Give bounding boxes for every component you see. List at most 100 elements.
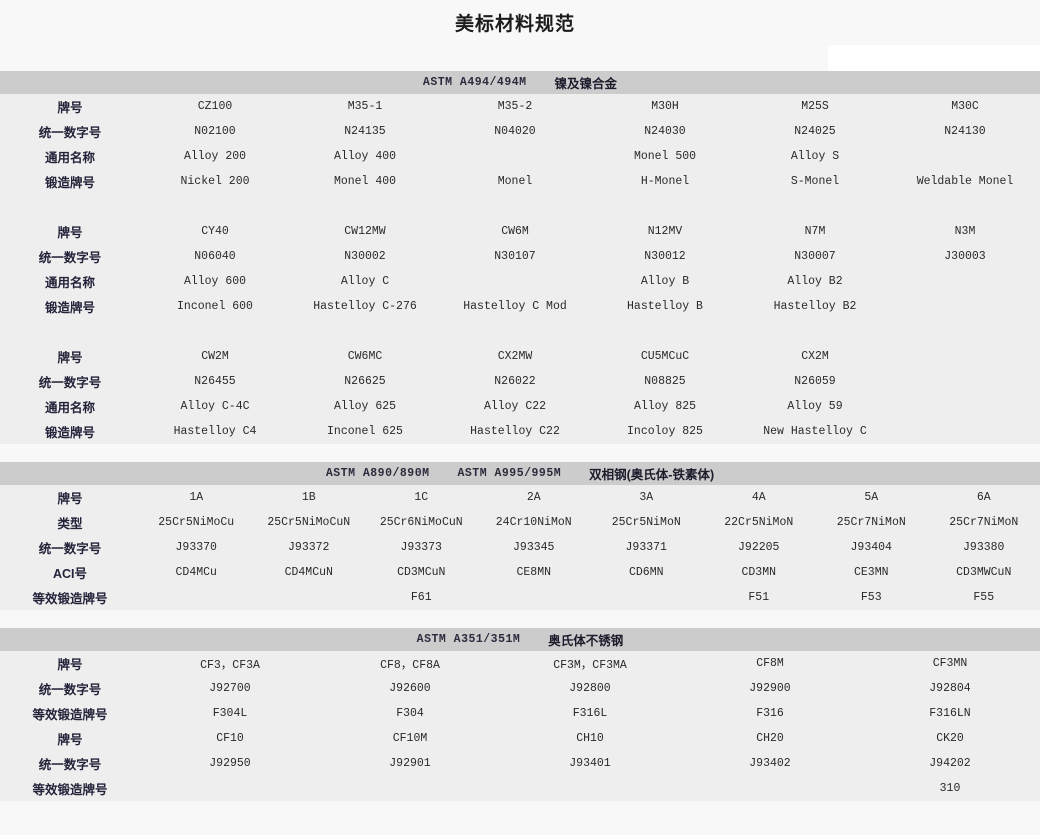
- table-cell: F304L: [212, 707, 248, 720]
- table-cell: N02100: [194, 125, 236, 138]
- table-cell: CF3M，CF3MA: [553, 658, 627, 672]
- table-cell: Alloy 625: [333, 400, 397, 413]
- table-cell: CD3MWCuN: [956, 566, 1012, 579]
- table-cell: [500, 776, 680, 801]
- table-cell: [440, 269, 590, 294]
- table-cell: J93401: [569, 757, 611, 770]
- page-title-bar: 美标材料规范: [0, 0, 1040, 45]
- row-label: 类型: [57, 517, 83, 531]
- table-cell: 25Cr6NiMoCuN: [379, 516, 463, 529]
- table-cell: Alloy 600: [183, 275, 247, 288]
- row-label: 牌号: [57, 226, 83, 240]
- table-cell: CW12MW: [344, 225, 386, 238]
- table-cell: J94202: [929, 757, 971, 770]
- table-row: 统一数字号 J93370 J93372 J93373 J93345 J93371 J9220…: [0, 535, 1040, 560]
- table-cell: Alloy B: [640, 275, 690, 288]
- spacer-cell: [890, 319, 1040, 344]
- row-label: 等效锻造牌号: [32, 783, 108, 797]
- row-label: 统一数字号: [38, 758, 102, 772]
- table-cell: Hastelloy B: [627, 300, 703, 313]
- table-cell: CU5MCuC: [640, 350, 690, 363]
- section-header-duplex-steel: ASTM A890/890M ASTM A995/995M 双相钢(奥氏体-铁素体): [0, 462, 1040, 485]
- table-row: 牌号 1A 1B 1C 2A 3A 4A 5A 6A: [0, 485, 1040, 510]
- table-row: 统一数字号 J92950 J92901 J93401 J93402 J94202: [0, 751, 1040, 776]
- table-cell: J93345: [513, 541, 555, 554]
- table-cell: N30002: [344, 250, 386, 263]
- table-cell: CD3MN: [741, 566, 776, 579]
- table-cell: Alloy C: [340, 275, 390, 288]
- table-cell: Alloy 200: [183, 150, 247, 163]
- table-cell: N24025: [794, 125, 836, 138]
- table-cell: 24Cr10NiMoN: [495, 516, 572, 529]
- table-cell: N7M: [804, 225, 826, 238]
- section-austenitic-stainless-steel: ASTM A351/351M 奥氏体不锈钢 牌号 CF3，CF3A CF8，CF8A CF…: [0, 628, 1040, 801]
- row-label: 锻造牌号: [44, 301, 95, 315]
- table-cell: CH20: [756, 732, 784, 745]
- table-cell: J93373: [400, 541, 442, 554]
- table-cell: 25Cr5NiMoCu: [158, 516, 235, 529]
- table-cell: Hastelloy C22: [470, 425, 560, 438]
- table-cell: F316L: [572, 707, 608, 720]
- table-cell: J92901: [389, 757, 431, 770]
- table-cell: J92600: [389, 682, 431, 695]
- table-cell: [890, 144, 1040, 169]
- table-row: 牌号 CF3，CF3A CF8，CF8A CF3M，CF3MA CF8M CF3MN: [0, 651, 1040, 676]
- table-row: 类型 25Cr5NiMoCu 25Cr5NiMoCuN 25Cr6NiMoCuN 24C…: [0, 510, 1040, 535]
- table-cell: Alloy B2: [787, 275, 843, 288]
- table-row: 等效锻造牌号 F304L F304 F316L F316 F316LN: [0, 701, 1040, 726]
- spacer-cell: [740, 319, 890, 344]
- standard-code: ASTM A890/890M: [325, 467, 430, 480]
- table-cell: New Hastelloy C: [763, 425, 867, 438]
- table-cell: J93370: [175, 541, 217, 554]
- section-header-nickel-alloys: ASTM A494/494M 镍及镍合金: [0, 71, 1040, 94]
- table-cell: J93372: [288, 541, 330, 554]
- table-cell: [890, 294, 1040, 319]
- row-label: 统一数字号: [38, 542, 102, 556]
- table-cell: [320, 776, 500, 801]
- table-cell: 4A: [751, 491, 766, 504]
- row-label: 通用名称: [44, 401, 95, 415]
- table-cell: Alloy 825: [633, 400, 697, 413]
- table-cell: J30003: [944, 250, 986, 263]
- table-cell: CW6MC: [347, 350, 383, 363]
- row-label: 牌号: [57, 658, 83, 672]
- table-cell: CH10: [576, 732, 604, 745]
- table-cell: CD4MCuN: [284, 566, 333, 579]
- table-cell: J93380: [963, 541, 1005, 554]
- table-cell: N30012: [644, 250, 686, 263]
- table-row: 锻造牌号 Inconel 600 Hastelloy C-276 Hastelloy …: [0, 294, 1040, 319]
- table-cell: N3M: [954, 225, 976, 238]
- spacer-cell: [890, 194, 1040, 219]
- row-label: 统一数字号: [38, 683, 102, 697]
- table-cell: F316LN: [929, 707, 971, 720]
- table-cell: N24030: [644, 125, 686, 138]
- table-cell: N06040: [194, 250, 236, 263]
- table-row: 统一数字号 N06040 N30002 N30107 N30012 N30007 J3000…: [0, 244, 1040, 269]
- row-label: 牌号: [57, 492, 83, 506]
- table-cell: N30007: [794, 250, 836, 263]
- block-spacer-row: [0, 319, 1040, 344]
- standard-code: ASTM A995/995M: [457, 467, 562, 480]
- row-label: 等效锻造牌号: [32, 592, 108, 606]
- table-cell: N24135: [344, 125, 386, 138]
- table-cell: Alloy 59: [787, 400, 843, 413]
- table-cell: [890, 344, 1040, 369]
- material-category-label: 奥氏体不锈钢: [548, 634, 624, 648]
- table-cell: 22Cr5NiMoN: [724, 516, 794, 529]
- table-cell: J93402: [749, 757, 791, 770]
- table-row: 等效锻造牌号 F61 F51 F53 F55: [0, 585, 1040, 610]
- table-cell: [140, 585, 253, 610]
- spacer-cell: [0, 194, 140, 219]
- table-row: 锻造牌号 Hastelloy C4 Inconel 625 Hastelloy C22…: [0, 419, 1040, 444]
- table-cell: N08825: [644, 375, 686, 388]
- table-cell: N26455: [194, 375, 236, 388]
- table-cell: [440, 144, 590, 169]
- table-cell: CW2M: [201, 350, 229, 363]
- table-cell: Nickel 200: [180, 175, 250, 188]
- table-cell: [890, 369, 1040, 394]
- table-cell: CF3，CF3A: [200, 658, 260, 672]
- section-gap: [0, 610, 1040, 628]
- table-cell: CY40: [201, 225, 229, 238]
- table-row: 锻造牌号 Nickel 200 Monel 400 Monel H-Monel S-Mon…: [0, 169, 1040, 194]
- table-cell: N26059: [794, 375, 836, 388]
